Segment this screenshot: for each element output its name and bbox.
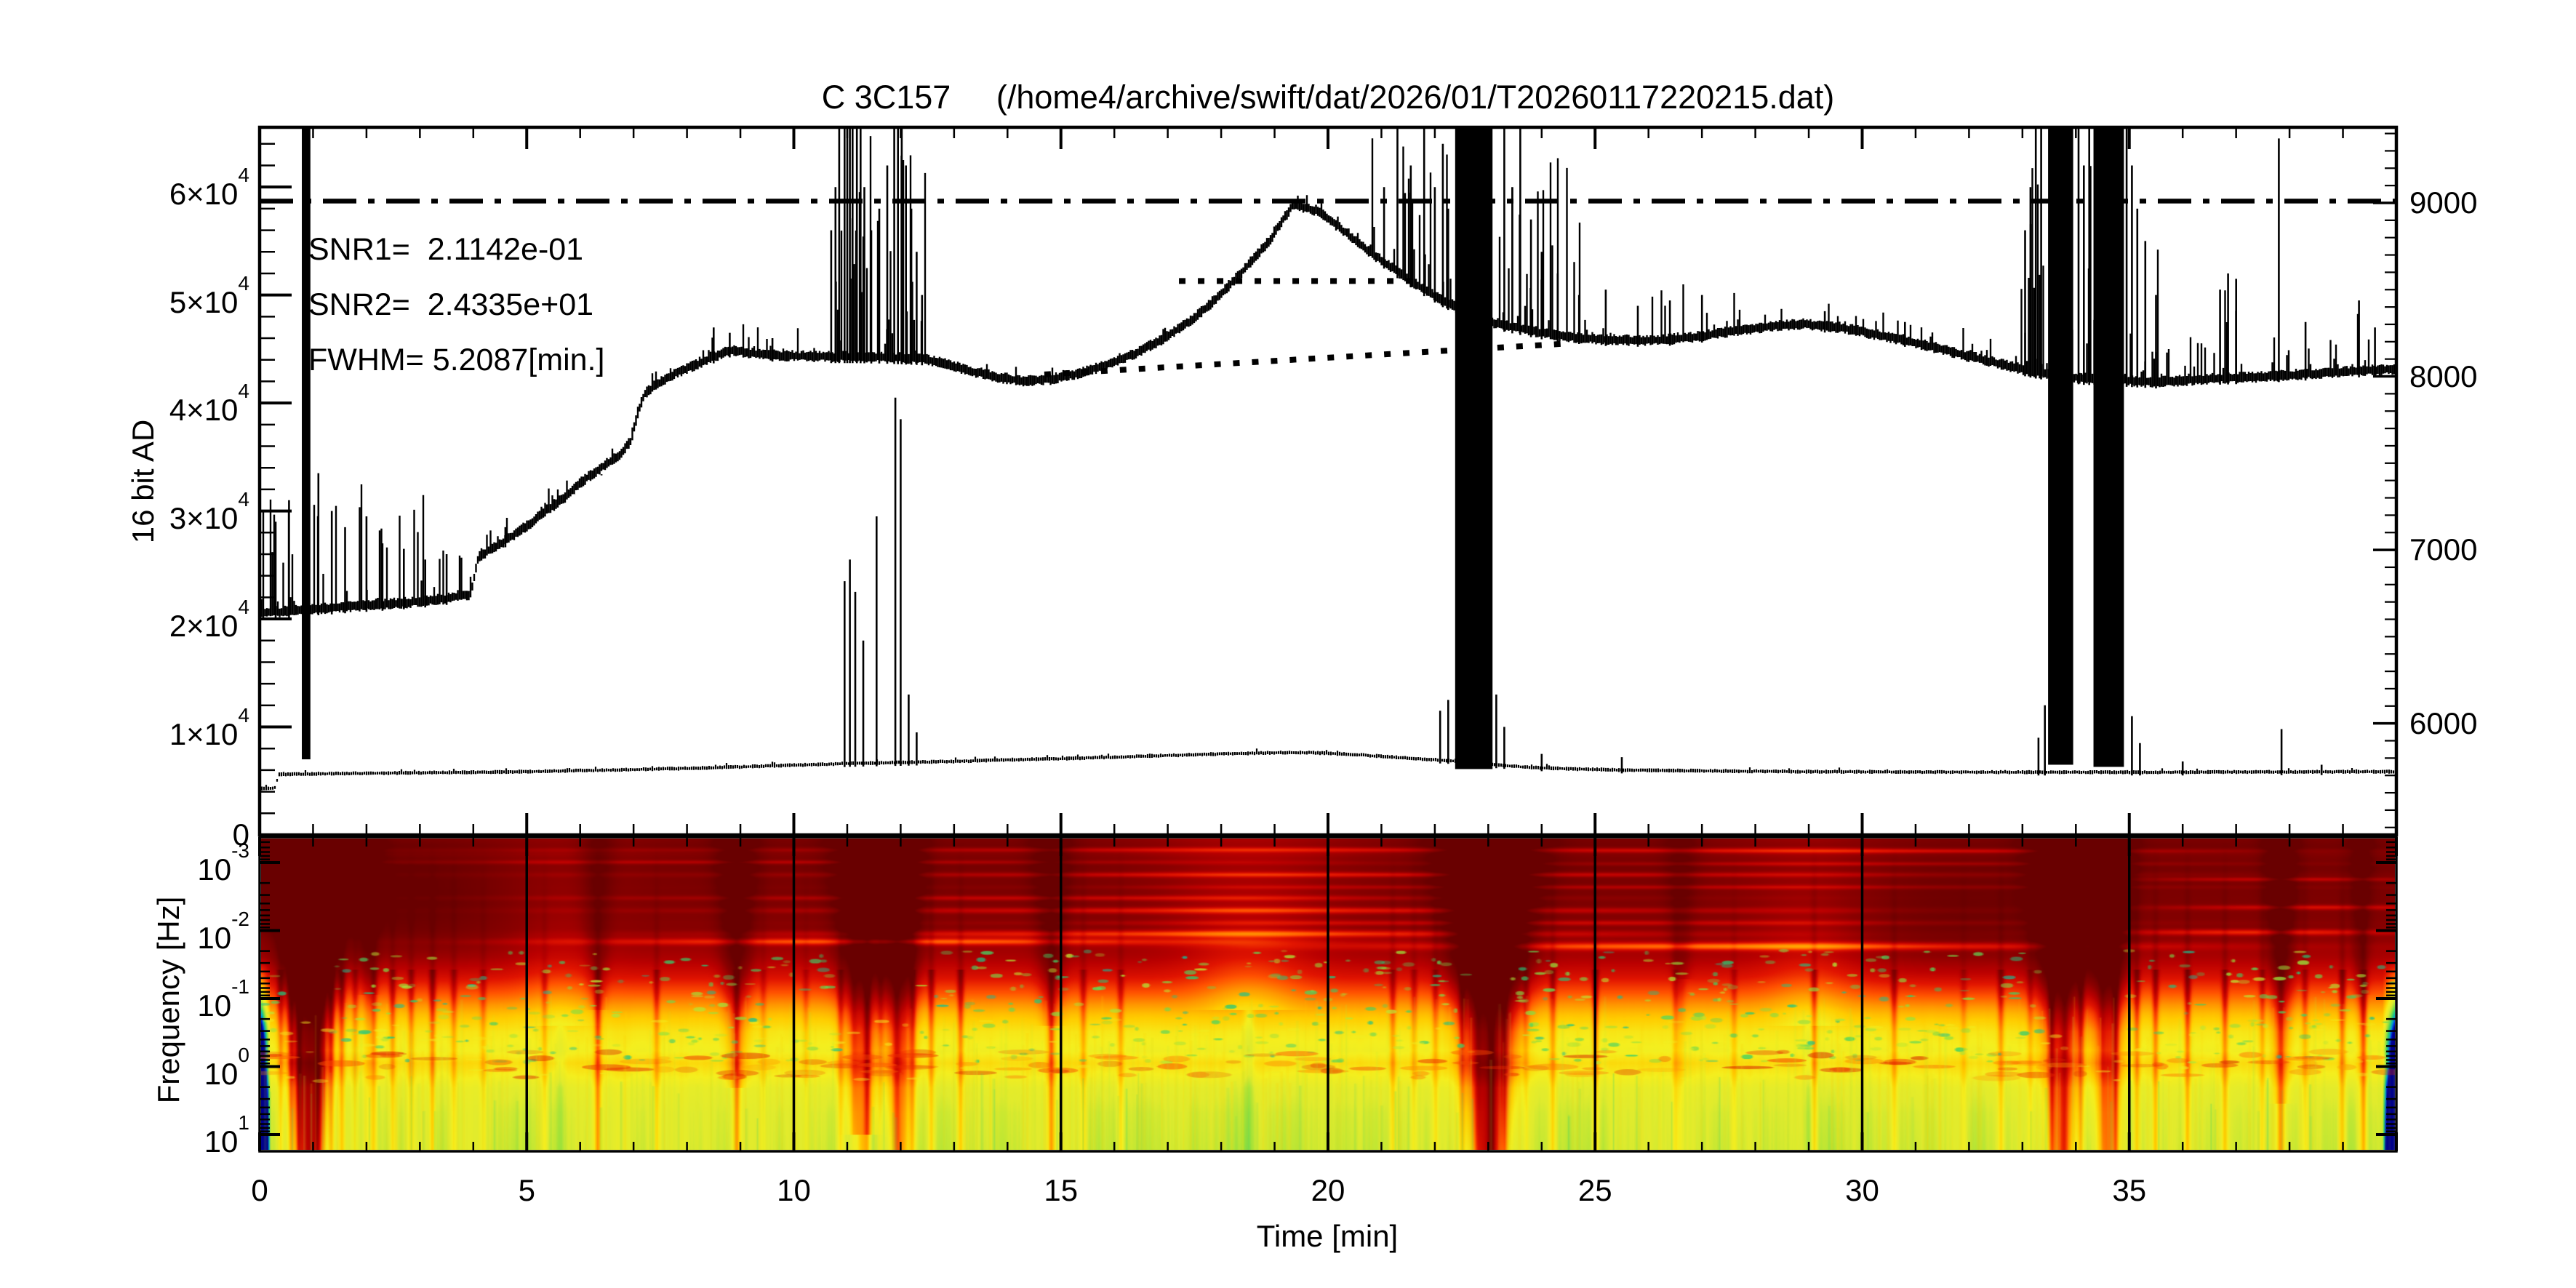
left-axis-tick-label: 5×104 <box>169 271 249 319</box>
title-gap <box>951 79 996 116</box>
time-axis-tick-label: 10 <box>777 1173 811 1207</box>
time-axis-tick-label: 30 <box>1845 1173 1879 1207</box>
plot-title: C 3C157 (/home4/archive/swift/dat/2026/0… <box>260 79 2396 116</box>
right-axis-tick-label: 9000 <box>2409 185 2478 220</box>
snr1-annotation: SNR1= 2.1142e-01 <box>308 232 584 267</box>
spectrogram-grid <box>525 837 2131 1151</box>
saturated-column <box>302 128 311 760</box>
freq-axis-tick-label: 10-1 <box>197 975 249 1023</box>
freq-axis-tick-label: 101 <box>204 1111 249 1159</box>
spike-lines <box>274 128 2376 776</box>
left-axis-tick-label: 2×104 <box>169 596 249 644</box>
saturated-column <box>2048 128 2073 765</box>
second-channel-trace <box>260 748 2396 791</box>
right-axis-tick-label: 8000 <box>2409 359 2478 393</box>
fwhm-annotation: FWHM= 5.2087[min.] <box>308 343 605 377</box>
file-path: (/home4/archive/swift/dat/2026/01/T20260… <box>996 79 1835 116</box>
source-name: C 3C157 <box>821 79 951 116</box>
left-axis-tick-label: 4×104 <box>169 380 249 428</box>
left-axis-tick-label: 6×104 <box>169 164 249 212</box>
time-axis-tick-label: 25 <box>1577 1173 1612 1207</box>
right-axis-tick-label: 7000 <box>2409 532 2478 567</box>
time-axis-tick-label: 5 <box>518 1173 535 1207</box>
time-axis-tick-label: 35 <box>2112 1173 2147 1207</box>
left-axis-tick-label: 3×104 <box>169 487 249 535</box>
saturated-column <box>2093 128 2124 767</box>
left-axis-tick-label: 0 <box>232 817 249 852</box>
total-power-trace <box>260 136 2396 618</box>
freq-axis-tick-label: 100 <box>204 1043 249 1091</box>
saturated-column <box>1455 128 1493 769</box>
time-axis-tick-label: 0 <box>251 1173 268 1207</box>
time-axis-tick-label: 15 <box>1044 1173 1079 1207</box>
freq-axis-tick-label: 10-2 <box>197 907 249 955</box>
snr2-annotation: SNR2= 2.4335e+01 <box>308 287 594 322</box>
freq-axis-tick-label: 10-3 <box>197 839 249 887</box>
time-axis-tick-label: 20 <box>1311 1173 1345 1207</box>
time-axis-title: Time [min] <box>1256 1219 1399 1253</box>
time-series-traces <box>260 128 2396 791</box>
left-axis-tick-label: 1×104 <box>169 703 249 751</box>
right-axis-tick-label: 6000 <box>2409 705 2478 740</box>
